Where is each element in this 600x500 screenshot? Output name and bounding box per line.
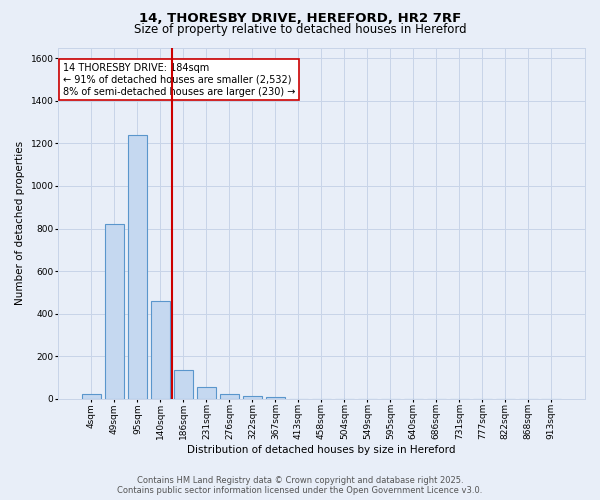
Bar <box>173 370 193 399</box>
Y-axis label: Number of detached properties: Number of detached properties <box>15 141 25 306</box>
Bar <box>151 301 170 399</box>
Text: 14 THORESBY DRIVE: 184sqm
← 91% of detached houses are smaller (2,532)
8% of sem: 14 THORESBY DRIVE: 184sqm ← 91% of detac… <box>63 64 295 96</box>
Bar <box>104 224 124 399</box>
Bar <box>220 394 239 399</box>
Bar <box>266 397 285 399</box>
Bar <box>197 386 216 399</box>
X-axis label: Distribution of detached houses by size in Hereford: Distribution of detached houses by size … <box>187 445 455 455</box>
Bar <box>82 394 101 399</box>
Text: Size of property relative to detached houses in Hereford: Size of property relative to detached ho… <box>134 22 466 36</box>
Bar <box>242 396 262 399</box>
Text: Contains HM Land Registry data © Crown copyright and database right 2025.
Contai: Contains HM Land Registry data © Crown c… <box>118 476 482 495</box>
Text: 14, THORESBY DRIVE, HEREFORD, HR2 7RF: 14, THORESBY DRIVE, HEREFORD, HR2 7RF <box>139 12 461 26</box>
Bar <box>128 135 147 399</box>
